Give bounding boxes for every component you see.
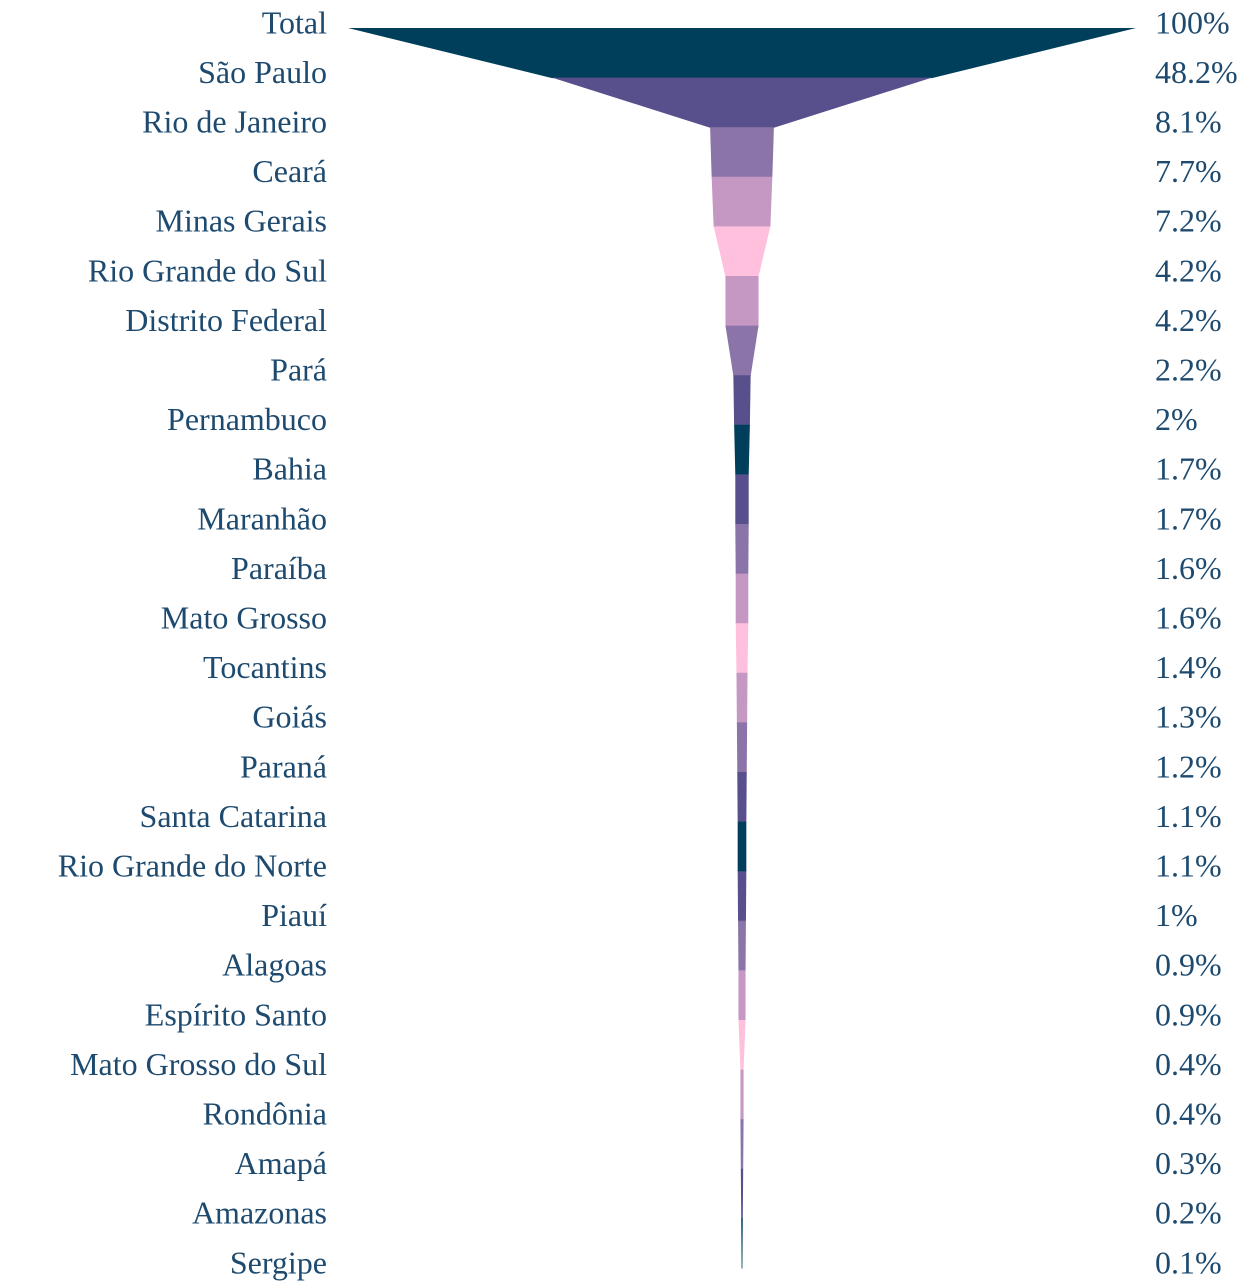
value-label: 7.7%: [1155, 153, 1222, 189]
value-label: 4.2%: [1155, 302, 1222, 338]
value-label: 0.1%: [1155, 1244, 1222, 1280]
value-label: 0.2%: [1155, 1195, 1222, 1231]
value-label: 1.1%: [1155, 798, 1222, 834]
value-label: 1.1%: [1155, 848, 1222, 884]
funnel-segment: [736, 722, 748, 773]
category-label: Santa Catarina: [140, 798, 327, 834]
category-label: Pará: [270, 352, 327, 388]
category-label: Rio Grande do Norte: [58, 848, 327, 884]
value-label: 4.2%: [1155, 252, 1222, 288]
funnel-segment: [737, 772, 747, 823]
category-label: Paraíba: [231, 550, 327, 586]
funnel-segment: [552, 77, 932, 128]
funnel-segment: [735, 474, 749, 525]
funnel-segment: [737, 871, 747, 922]
category-label: Amazonas: [192, 1195, 327, 1231]
value-label: 1.3%: [1155, 699, 1222, 735]
funnel-segment: [738, 1020, 746, 1071]
category-label: Pernambuco: [167, 401, 327, 437]
category-label: Maranhão: [197, 500, 327, 536]
category-label: Rondônia: [203, 1096, 327, 1132]
value-label: 1.4%: [1155, 649, 1222, 685]
funnel-segment: [740, 1069, 744, 1120]
funnel-segment: [734, 424, 750, 475]
value-label: 1%: [1155, 897, 1198, 933]
category-label: Sergipe: [230, 1244, 327, 1280]
category-label: Ceará: [252, 153, 327, 189]
category-label: Bahia: [252, 451, 327, 487]
funnel-segment: [713, 226, 771, 277]
category-label: Mato Grosso do Sul: [70, 1046, 327, 1082]
value-label: 2%: [1155, 401, 1198, 437]
funnel-segment: [725, 276, 759, 327]
funnel-segment: [711, 176, 773, 227]
funnel-segment: [710, 127, 774, 178]
category-label: Piauí: [261, 897, 327, 933]
value-label: 48.2%: [1155, 54, 1238, 90]
funnel-segment: [741, 1218, 743, 1269]
funnel-segment: [733, 375, 751, 426]
funnel-segment: [725, 325, 759, 376]
value-label: 0.9%: [1155, 996, 1222, 1032]
funnel-segment: [735, 623, 749, 674]
category-label: Alagoas: [222, 947, 327, 983]
value-label: 0.4%: [1155, 1096, 1222, 1132]
funnel-segment: [736, 672, 748, 723]
funnel-segment: [740, 1168, 744, 1219]
category-label: Goiás: [252, 699, 327, 735]
value-label: 1.2%: [1155, 748, 1222, 784]
category-label: Minas Gerais: [155, 203, 327, 239]
funnel-segment: [735, 524, 749, 575]
category-label: Espírito Santo: [145, 996, 327, 1032]
funnel-segment: [737, 821, 747, 872]
category-label: Paraná: [240, 748, 327, 784]
category-label: Tocantins: [203, 649, 327, 685]
category-label: São Paulo: [198, 54, 327, 90]
funnel-segment: [738, 970, 746, 1021]
funnel-segment: [735, 573, 749, 624]
value-label: 1.6%: [1155, 550, 1222, 586]
category-label: Amapá: [235, 1145, 327, 1181]
value-label: 100%: [1155, 4, 1230, 40]
funnel-segment: [738, 920, 746, 971]
value-label: 8.1%: [1155, 104, 1222, 140]
value-label: 0.9%: [1155, 947, 1222, 983]
value-label: 1.6%: [1155, 600, 1222, 636]
category-label: Rio Grande do Sul: [88, 252, 327, 288]
value-label: 1.7%: [1155, 500, 1222, 536]
value-label: 2.2%: [1155, 352, 1222, 388]
funnel-segment: [740, 1119, 744, 1170]
category-label: Mato Grosso: [161, 600, 327, 636]
category-label: Distrito Federal: [125, 302, 327, 338]
value-label: 1.7%: [1155, 451, 1222, 487]
value-label: 0.3%: [1155, 1145, 1222, 1181]
value-label: 7.2%: [1155, 203, 1222, 239]
category-label: Rio de Janeiro: [142, 104, 327, 140]
value-label: 0.4%: [1155, 1046, 1222, 1082]
category-label: Total: [262, 4, 327, 40]
funnel-segment: [348, 28, 1136, 79]
